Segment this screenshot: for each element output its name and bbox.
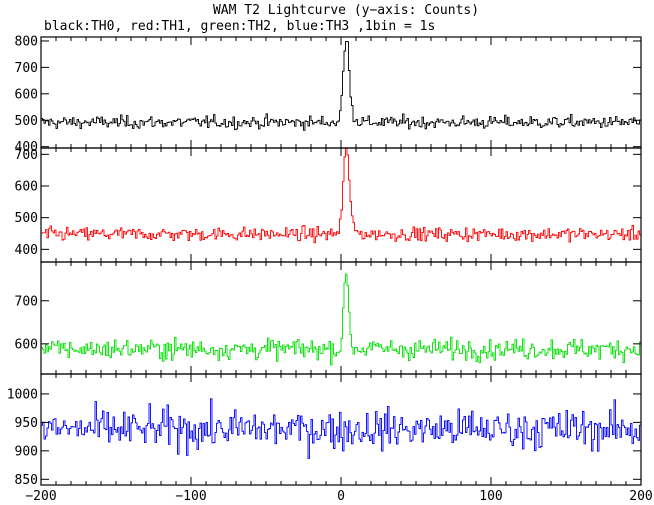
panel-frame bbox=[40, 147, 642, 263]
y-tick-label: 1000 bbox=[7, 387, 38, 402]
y-tick-label: 800 bbox=[15, 34, 38, 49]
y-tick-label: 600 bbox=[15, 180, 38, 195]
panel-frame bbox=[40, 36, 642, 149]
panel-th0: 400 500 600 700 800 bbox=[15, 34, 642, 155]
y-tick-label: 500 bbox=[15, 211, 38, 226]
panel-frame bbox=[40, 261, 642, 375]
series-th0-line bbox=[40, 40, 642, 131]
panels: 400 500 600 700 800 400 500 600 700 600 700 850 900 9… bbox=[7, 34, 653, 504]
y-tick-label: 600 bbox=[15, 337, 38, 352]
x-tick-label: 0 bbox=[337, 489, 345, 504]
chart-subtitle: black:TH0, red:TH1, green:TH2, blue:TH3 … bbox=[44, 19, 435, 34]
y-tick-label: 400 bbox=[15, 140, 38, 155]
y-tick-label: 500 bbox=[15, 114, 38, 129]
y-tick-label: 600 bbox=[15, 87, 38, 102]
x-tick-label: 100 bbox=[479, 489, 502, 504]
y-tick-label: 700 bbox=[15, 294, 38, 309]
x-tick-label: −200 bbox=[25, 489, 56, 504]
panel-th1: 400 500 600 700 bbox=[15, 147, 642, 263]
y-tick-label: 950 bbox=[15, 416, 38, 431]
panel-th3: 850 900 950 1000 bbox=[7, 373, 642, 488]
x-tick-label: −100 bbox=[175, 489, 206, 504]
y-tick-label: 700 bbox=[15, 61, 38, 76]
y-tick-label: 400 bbox=[15, 243, 38, 258]
series-th1-line bbox=[40, 147, 642, 244]
chart-title: WAM T2 Lightcurve (y−axis: Counts) bbox=[213, 3, 479, 18]
series-th2-line bbox=[40, 273, 642, 366]
y-tick-label: 700 bbox=[15, 148, 38, 163]
y-tick-label: 850 bbox=[15, 473, 38, 488]
panel-th2: 600 700 bbox=[15, 261, 642, 375]
y-tick-label: 900 bbox=[15, 444, 38, 459]
series-th3-line bbox=[40, 398, 642, 459]
x-tick-label: 200 bbox=[629, 489, 652, 504]
